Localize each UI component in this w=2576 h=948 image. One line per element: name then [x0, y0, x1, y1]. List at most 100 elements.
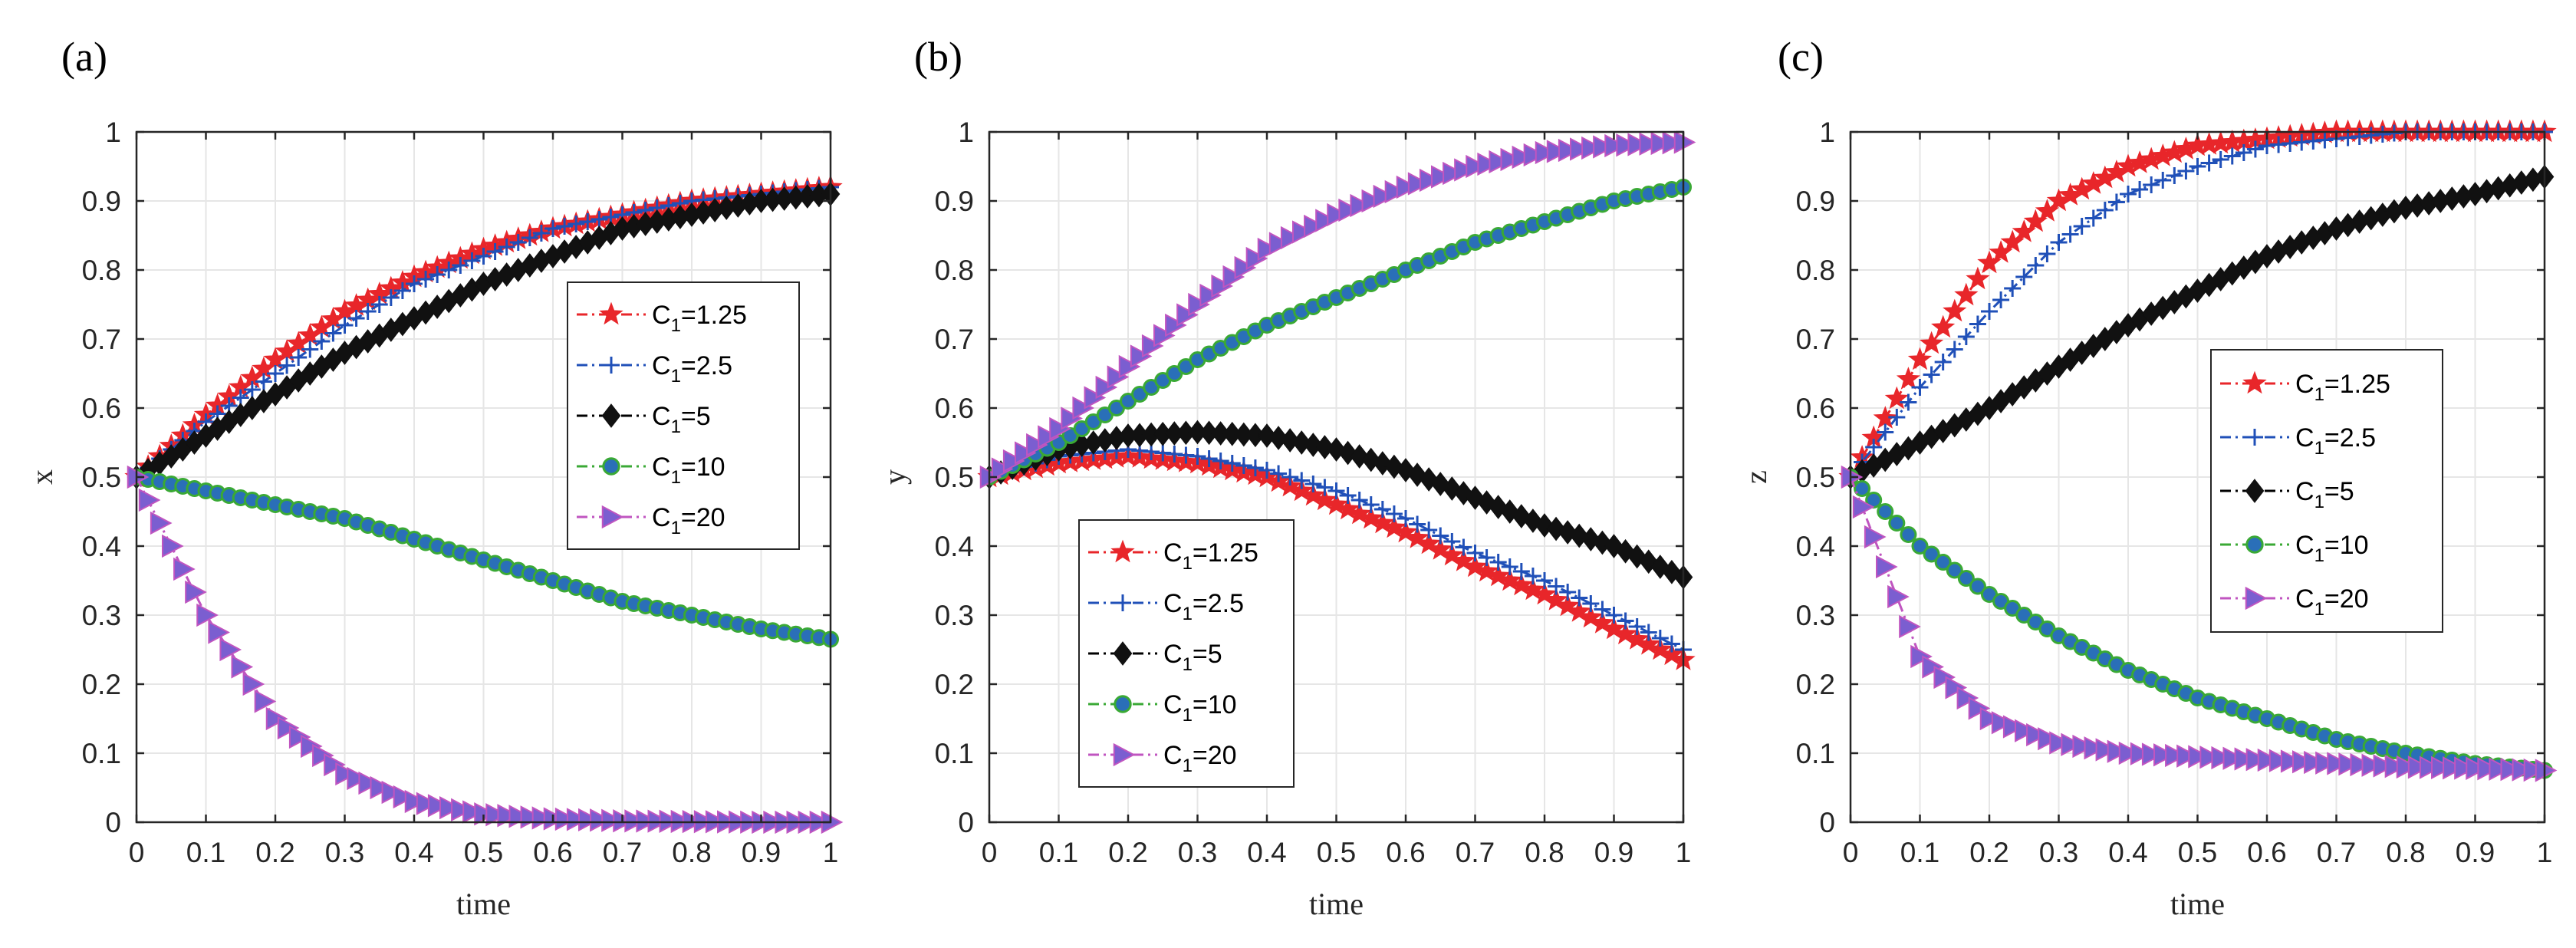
data-point: [1558, 138, 1581, 163]
legend-label-rest: =20: [681, 503, 725, 532]
data-point: [1385, 505, 1403, 522]
series-C1=10: [980, 178, 1693, 486]
y-tick-label: 0.5: [82, 462, 121, 493]
legend-label-sub: 1: [2314, 545, 2324, 566]
data-point: [1523, 143, 1546, 167]
legend-item: C1=5: [1088, 640, 1222, 675]
data-point: [1245, 246, 1268, 271]
data-point: [324, 324, 342, 342]
legend-label-sub: 1: [671, 416, 681, 437]
data-point: [2188, 745, 2210, 769]
data-point: [1416, 531, 1441, 555]
data-point: [2489, 757, 2512, 781]
data-point: [1660, 642, 1684, 666]
data-point: [1650, 131, 1673, 156]
legend-label-main: C: [652, 301, 671, 330]
legend-label-sub: 1: [671, 366, 681, 387]
data-point: [1176, 303, 1199, 327]
data-point: [991, 457, 1014, 481]
data-point: [290, 349, 308, 366]
x-tick-label: 0.3: [1178, 837, 1217, 868]
data-point: [1292, 220, 1314, 244]
data-point: [554, 807, 577, 831]
y-tick-label: 0.4: [1796, 531, 1835, 562]
data-point: [1428, 537, 1452, 560]
data-point: [1673, 130, 1696, 154]
data-point: [1347, 501, 1372, 525]
x-tick-label: 0.8: [672, 837, 711, 868]
data-point: [1992, 291, 2010, 308]
legend-label-sub: 1: [671, 315, 681, 336]
data-point: [2061, 225, 2079, 243]
data-point: [556, 218, 574, 235]
data-point: [404, 789, 427, 814]
y-tick-label: 0.9: [1796, 186, 1835, 217]
data-point: [1548, 578, 1565, 595]
legend-label-rest: =10: [681, 453, 725, 482]
y-tick-label: 0.1: [935, 738, 974, 769]
data-point: [601, 808, 623, 832]
data-point: [485, 803, 508, 827]
x-tick-label: 0.1: [186, 837, 225, 868]
data-point: [509, 234, 527, 251]
x-tick-label: 0.1: [1900, 837, 1939, 868]
panel-label: (c): [1778, 34, 1824, 80]
data-point: [1567, 599, 1591, 622]
data-point: [1931, 314, 1956, 338]
legend-label: C1=2.5: [652, 351, 732, 387]
legend-marker: [601, 505, 624, 529]
data-point: [2002, 715, 2025, 739]
legend-label-rest: =1.25: [681, 301, 747, 330]
data-point: [1431, 165, 1453, 189]
y-axis-title: y: [877, 469, 912, 485]
data-point: [1486, 563, 1511, 587]
legend-label: C1=20: [1163, 741, 1237, 776]
y-tick-label: 0.4: [935, 531, 974, 562]
data-point: [1911, 379, 1929, 396]
x-tick-label: 0.6: [1386, 837, 1425, 868]
legend-label-rest: =2.5: [2324, 423, 2376, 453]
data-point: [1374, 501, 1391, 518]
data-point: [2535, 759, 2558, 782]
data-point: [1257, 237, 1280, 262]
x-tick-label: 0.2: [1969, 837, 2008, 868]
data-point: [2246, 140, 2264, 158]
data-point: [370, 775, 393, 800]
data-point: [173, 557, 196, 581]
data-point: [1865, 439, 1883, 456]
data-point: [1604, 534, 1624, 558]
data-point: [1350, 193, 1373, 218]
data-point: [1095, 375, 1118, 400]
data-point: [2304, 750, 2326, 775]
data-point: [254, 690, 277, 713]
x-tick-label: 0.6: [2247, 837, 2286, 868]
x-tick-label: 0.3: [325, 837, 364, 868]
data-point: [1304, 214, 1326, 239]
data-point: [1327, 482, 1345, 499]
data-point: [2073, 218, 2091, 235]
data-point: [2512, 758, 2535, 782]
y-tick-label: 0.6: [1796, 393, 1835, 424]
data-point: [1877, 502, 1894, 521]
data-point: [1581, 136, 1604, 160]
data-point: [312, 743, 334, 768]
data-point: [568, 216, 585, 232]
data-point: [1604, 133, 1627, 158]
y-tick-label: 0.8: [82, 255, 121, 286]
data-point: [288, 725, 311, 749]
data-point: [1887, 584, 1910, 609]
data-point: [1569, 523, 1589, 548]
data-point: [1957, 569, 1975, 588]
data-point: [416, 792, 439, 815]
data-point: [2431, 755, 2453, 780]
data-point: [2384, 755, 2407, 778]
data-point: [1613, 621, 1638, 645]
legend-label-sub: 1: [1183, 755, 1193, 776]
data-point: [624, 809, 646, 833]
data-point: [2454, 756, 2476, 780]
chart-panel-2: (b) 0 0.1 0.2 0.3 0.4 0.5 0.6 0.7 0.8 0.9 1 0 0.1 0.2 0…: [877, 34, 1696, 921]
data-point: [1489, 554, 1507, 571]
data-point: [1544, 588, 1568, 611]
data-point: [1455, 538, 1472, 556]
